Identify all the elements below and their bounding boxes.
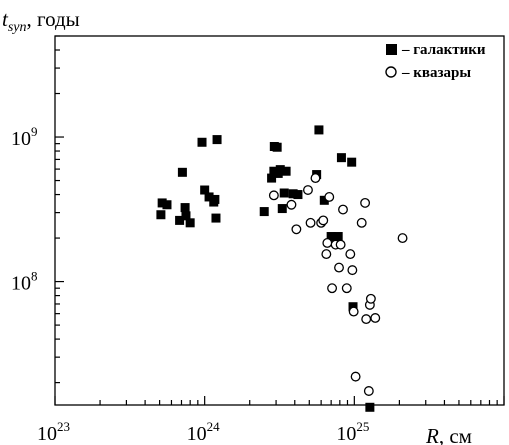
x-axis-label: R, см (425, 424, 472, 445)
axis-tick-labels: 1023 1024 1025 108 109 (11, 124, 369, 445)
x-tick-label: 1023 (37, 419, 70, 445)
point-galaxy (181, 211, 191, 221)
point-galaxy (185, 218, 195, 228)
point-quasar (305, 217, 316, 228)
point-quasar (334, 262, 344, 273)
y-tick-label: 109 (11, 124, 38, 150)
point-quasar (347, 265, 358, 276)
legend-label-galaxies: – галактики (401, 42, 486, 58)
legend-marker-galaxies (386, 44, 397, 55)
point-galaxy (275, 165, 285, 175)
point-quasar (370, 313, 381, 323)
point-quasar (365, 293, 376, 304)
point-galaxy (259, 207, 269, 217)
point-galaxy (293, 190, 303, 200)
point-quasar (324, 192, 335, 202)
point-galaxy (347, 157, 357, 167)
point-galaxy (336, 153, 346, 163)
point-quasar (327, 283, 338, 294)
point-galaxy (210, 194, 220, 204)
point-quasar (360, 197, 371, 208)
point-galaxy (200, 185, 210, 195)
point-quasar (322, 238, 333, 248)
point-galaxy (180, 203, 190, 213)
point-galaxy (326, 232, 336, 242)
point-galaxy (204, 192, 214, 202)
point-galaxy (157, 198, 167, 208)
point-quasar (286, 199, 297, 210)
point-galaxy (272, 142, 282, 152)
point-galaxy (267, 173, 277, 183)
point-galaxy (279, 188, 289, 198)
point-galaxy (319, 195, 329, 205)
point-galaxy (177, 167, 187, 177)
point-quasar (318, 215, 329, 226)
legend-marker-quasars (385, 66, 397, 78)
point-galaxy (212, 135, 222, 145)
plot-frame (54, 35, 505, 406)
y-axis-label: tsyn, годы (2, 7, 80, 35)
point-galaxy (288, 189, 298, 199)
point-quasar (303, 185, 313, 195)
point-quasar (268, 190, 279, 201)
y-tick-label: 108 (11, 269, 38, 295)
point-quasar (361, 314, 372, 325)
point-quasar (341, 283, 352, 294)
point-galaxy (156, 210, 166, 220)
point-galaxy (365, 402, 375, 412)
point-quasar (310, 173, 321, 184)
point-quasar (356, 217, 367, 228)
data-points (156, 125, 408, 412)
point-galaxy (281, 166, 291, 176)
point-quasar (348, 306, 359, 317)
point-quasar (345, 249, 356, 260)
x-tick-label: 1024 (187, 419, 221, 445)
point-galaxy (314, 125, 324, 135)
point-galaxy (333, 232, 343, 242)
point-quasar (363, 386, 374, 396)
point-quasar (350, 371, 361, 382)
point-quasar (291, 224, 302, 235)
point-quasar (338, 204, 348, 215)
point-quasar (335, 239, 346, 250)
legend: – галактики – квазары (385, 42, 486, 81)
x-tick-label: 1025 (336, 419, 369, 445)
point-galaxy (162, 200, 172, 210)
point-galaxy (197, 137, 207, 147)
axis-ticks (54, 35, 505, 405)
point-quasar (321, 249, 332, 260)
point-galaxy (277, 204, 287, 214)
legend-label-quasars: – квазары (401, 65, 471, 81)
point-quasar (397, 233, 408, 244)
point-galaxy (175, 215, 185, 225)
point-galaxy (211, 213, 221, 223)
